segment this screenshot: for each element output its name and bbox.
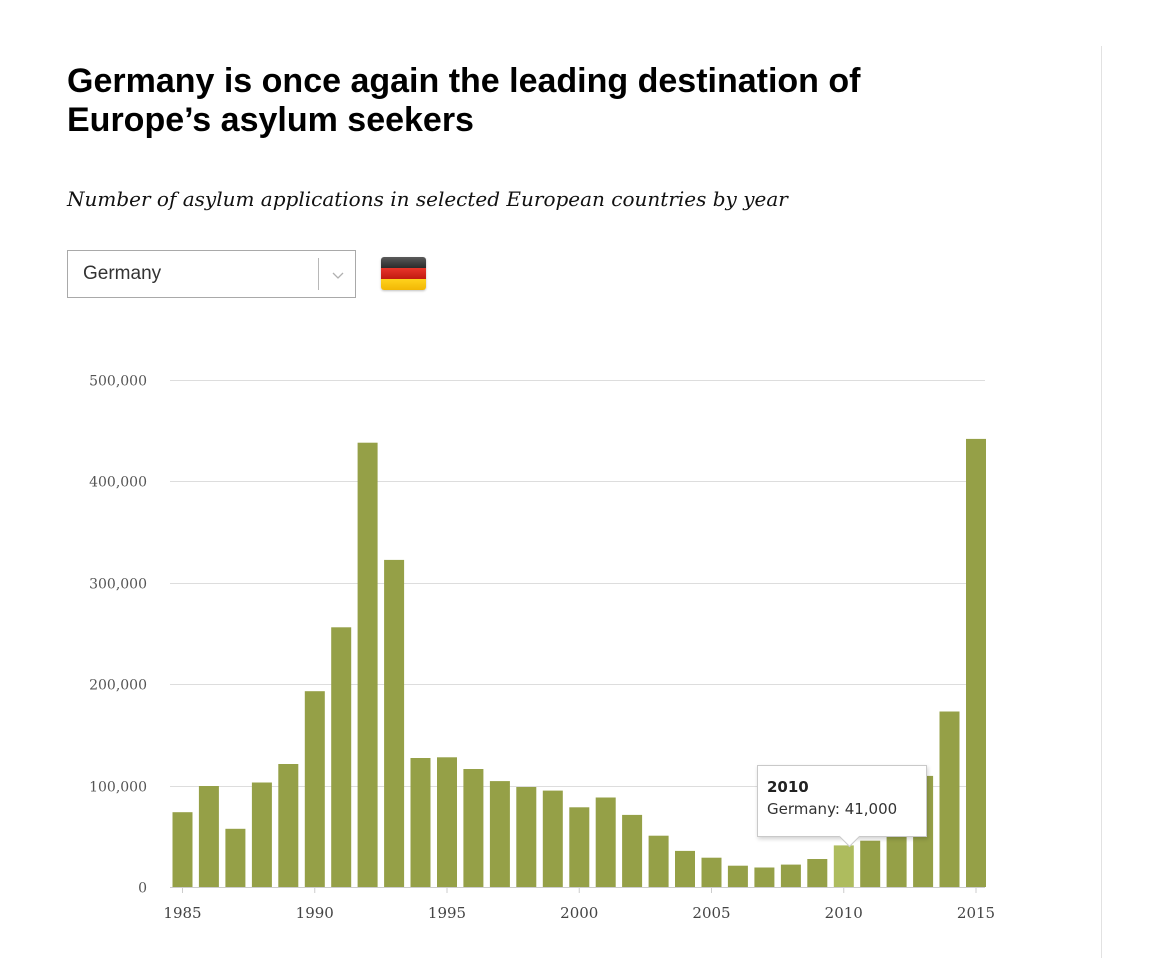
bar-2001[interactable]: [595, 797, 616, 888]
bar-1999[interactable]: [542, 790, 563, 887]
tooltip-year: 2010: [767, 778, 809, 796]
x-axis-ticks: 1985 1990 1995 2000 2005 2010 2015: [163, 887, 995, 922]
bar-1995[interactable]: [437, 757, 457, 887]
bar-2004[interactable]: [675, 850, 695, 887]
bar-2014[interactable]: [939, 711, 960, 888]
right-divider: [1101, 46, 1102, 958]
bar-2011[interactable]: [860, 840, 881, 887]
bar-2012[interactable]: [886, 821, 907, 887]
x-tick-label: 1995: [428, 904, 466, 922]
bar-1986[interactable]: [198, 786, 219, 887]
tooltip-series: Germany: [767, 800, 835, 818]
bar-2007[interactable]: [754, 867, 775, 888]
bar-1992[interactable]: [357, 442, 378, 887]
y-tick-label: 0: [138, 881, 147, 897]
bar-1988[interactable]: [251, 782, 272, 888]
x-tick-label: 2000: [560, 904, 598, 922]
x-tick-label: 2010: [825, 904, 863, 922]
bar-2000[interactable]: [569, 807, 590, 887]
grid-lines: [170, 380, 985, 787]
page-title: Germany is once again the leading destin…: [67, 62, 861, 139]
bar-1996[interactable]: [463, 769, 484, 887]
bar-2015[interactable]: [966, 438, 986, 887]
select-separator: [318, 258, 319, 290]
bar-2010[interactable]: [833, 845, 854, 887]
bar-1985[interactable]: [172, 812, 193, 887]
chart-subtitle: Number of asylum applications in selecte…: [67, 187, 788, 211]
x-tick-label: 2005: [692, 904, 730, 922]
bar-2008[interactable]: [780, 864, 801, 887]
bar-1990[interactable]: [304, 691, 325, 887]
bar-2003[interactable]: [648, 835, 669, 887]
bar-1991[interactable]: [331, 627, 352, 887]
bar-2006[interactable]: [727, 865, 748, 887]
y-tick-label: 100,000: [89, 780, 147, 796]
bar-2002[interactable]: [622, 814, 643, 887]
bar-chart: 0 100,000 200,000 300,000 400,000 500,000 198…: [89, 374, 995, 923]
tooltip-value: 41,000: [844, 800, 898, 818]
x-tick-label: 2015: [957, 904, 995, 922]
bar-1989[interactable]: [278, 764, 299, 887]
y-tick-label: 500,000: [89, 374, 147, 390]
bar-1994[interactable]: [410, 758, 431, 887]
y-axis-ticks: 0 100,000 200,000 300,000 400,000 500,000: [89, 374, 147, 897]
bars: [172, 438, 986, 888]
x-tick-label: 1985: [163, 904, 201, 922]
germany-flag-icon: [381, 257, 426, 290]
bar-1987[interactable]: [225, 828, 246, 887]
bar-1993[interactable]: [384, 559, 405, 887]
bar-1997[interactable]: [489, 781, 510, 887]
bar-2009[interactable]: [807, 859, 828, 887]
bar-tooltip: 2010 Germany: 41,000: [757, 765, 927, 848]
chevron-down-icon[interactable]: [331, 268, 345, 282]
country-select[interactable]: Germany: [67, 250, 356, 298]
country-select-value: Germany: [83, 263, 162, 284]
bar-2005[interactable]: [701, 857, 722, 887]
bar-1998[interactable]: [516, 787, 537, 887]
y-tick-label: 400,000: [89, 475, 147, 491]
y-tick-label: 200,000: [89, 678, 147, 694]
y-tick-label: 300,000: [89, 577, 147, 593]
tooltip-value-line: Germany: 41,000: [767, 800, 898, 818]
x-tick-label: 1990: [296, 904, 334, 922]
